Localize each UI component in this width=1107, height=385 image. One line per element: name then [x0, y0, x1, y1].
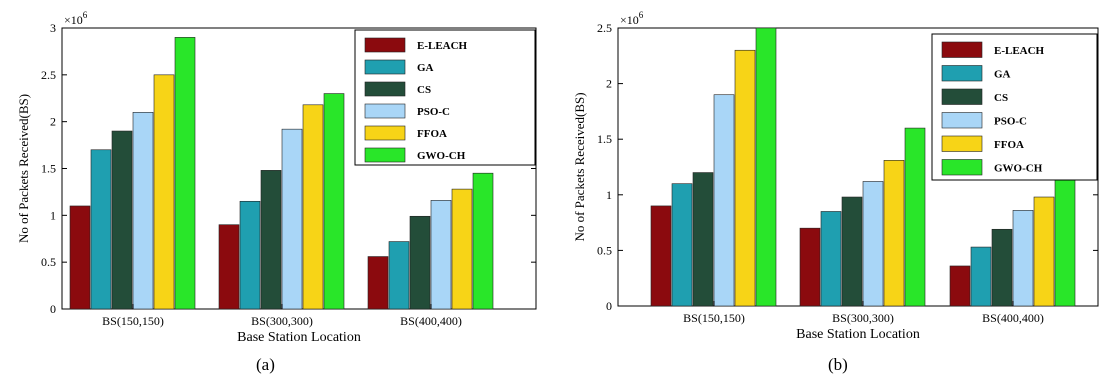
bar-e-leach-a	[367, 256, 389, 310]
legend-label-pso-c-b: PSO-C	[994, 115, 1027, 127]
legend-swatch-e-leach-b	[941, 41, 983, 58]
bar-ga-b	[970, 246, 992, 307]
legend-label-e-leach-a: E-LEACH	[417, 40, 468, 52]
x-axis-label-b: Base Station Location	[796, 327, 920, 342]
y-axis-label-a: No of Packets Received(BS)	[16, 94, 31, 243]
bar-cs-a	[111, 130, 133, 310]
bar-pso-c-b	[1012, 210, 1034, 307]
bar-ga-b	[671, 183, 693, 307]
legend-label-gwo-ch-a: GWO-CH	[417, 150, 466, 162]
legend-swatch-pso-c-a	[364, 103, 406, 119]
y-tick-label-a: 2.5	[41, 68, 56, 82]
bar-gwo-ch-b	[1054, 166, 1076, 307]
y-tick-label-a: 2	[50, 115, 56, 129]
legend-a: E-LEACH GA CS PSO-C FFOA GWO-CH	[354, 29, 536, 166]
bar-gwo-ch-a	[174, 37, 196, 310]
bar-cs-b	[991, 228, 1013, 307]
legend-swatch-cs-b	[941, 88, 983, 105]
bar-e-leach-b	[799, 227, 821, 307]
x-axis-label-a: Base Station Location	[237, 330, 361, 345]
legend-swatch-gwo-ch-b	[941, 159, 983, 176]
y-exponent-power-a: 6	[83, 10, 88, 20]
legend-swatch-ga-a	[364, 59, 406, 75]
x-tick-label-b: BS(150,150)	[683, 311, 745, 325]
y-tick-label-b: 0	[606, 299, 612, 313]
bar-gwo-ch-b	[904, 127, 926, 307]
bar-ffoa-a	[302, 104, 324, 310]
bar-cs-b	[841, 196, 863, 307]
legend-label-cs-a: CS	[417, 84, 431, 96]
bar-cs-a	[260, 170, 282, 310]
legend-label-pso-c-a: PSO-C	[417, 106, 450, 118]
legend-label-ga-a: GA	[417, 62, 434, 74]
bar-pso-c-b	[713, 94, 735, 307]
legend-label-gwo-ch-b: GWO-CH	[994, 162, 1043, 174]
y-tick-label-b: 2.5	[597, 21, 612, 35]
bar-pso-c-a	[132, 112, 154, 310]
bar-ffoa-a	[153, 74, 175, 310]
legend-swatch-gwo-ch-a	[364, 147, 406, 163]
chart-panel-a: 0 0.5 1 1.5 2 2.5 3 ×106 BS(150,150) BS(300,300) B…	[0, 0, 545, 385]
bar-ga-a	[388, 241, 410, 310]
bar-pso-c-a	[430, 200, 452, 310]
bar-gwo-ch-a	[323, 93, 345, 310]
y-exponent-label-a: ×106	[64, 10, 88, 27]
bar-pso-c-b	[862, 181, 884, 307]
bar-ga-a	[90, 149, 112, 310]
y-tick-label-a: 1	[50, 208, 56, 222]
y-tick-label-a: 3	[50, 21, 56, 35]
legend-b: E-LEACH GA CS PSO-C FFOA GWO-CH	[931, 33, 1098, 181]
caption-b: (b)	[828, 355, 848, 374]
y-axis-label-b: No of Packets Received(BS)	[572, 92, 587, 241]
legend-swatch-pso-c-b	[941, 112, 983, 129]
chart-panel-b: 0 0.5 1 1.5 2 2.5 ×106 BS(150,150) BS(300,300) BS…	[560, 0, 1107, 385]
y-tick-label-a: 1.5	[41, 162, 56, 176]
legend-box-b	[931, 33, 1098, 181]
bar-ga-a	[239, 200, 261, 310]
y-exponent-power-b: 6	[639, 10, 644, 20]
bar-cs-b	[692, 172, 714, 307]
bar-e-leach-b	[949, 265, 971, 307]
x-tick-label-b: BS(300,300)	[832, 311, 894, 325]
bar-chart-b: 0 0.5 1 1.5 2 2.5 ×106 BS(150,150) BS(300,300) BS…	[572, 10, 1099, 342]
legend-box-a	[354, 29, 536, 166]
y-tick-label-a: 0	[50, 302, 56, 316]
legend-label-ga-b: GA	[994, 68, 1011, 80]
y-tick-label-a: 0.5	[41, 255, 56, 269]
legend-label-cs-b: CS	[994, 92, 1008, 104]
y-exponent-label-b: ×106	[620, 10, 644, 27]
bar-chart-a: 0 0.5 1 1.5 2 2.5 3 ×106 BS(150,150) BS(300,300) B…	[16, 10, 537, 345]
legend-swatch-ffoa-a	[364, 125, 406, 141]
y-tick-label-b: 1.5	[597, 132, 612, 146]
legend-swatch-ga-b	[941, 65, 983, 82]
y-tick-label-b: 1	[606, 188, 612, 202]
bar-ffoa-a	[451, 188, 473, 310]
bar-ga-b	[820, 211, 842, 307]
x-tick-label-a: BS(300,300)	[251, 314, 313, 328]
bar-ffoa-b	[883, 160, 905, 307]
x-tick-label-a: BS(150,150)	[102, 314, 164, 328]
x-tick-label-b: BS(400,400)	[982, 311, 1044, 325]
y-tick-label-b: 2	[606, 77, 612, 91]
bar-cs-a	[409, 215, 431, 310]
caption-a: (a)	[256, 355, 275, 374]
legend-swatch-ffoa-b	[941, 135, 983, 152]
bar-ffoa-b	[1033, 196, 1055, 307]
legend-label-ffoa-b: FFOA	[994, 139, 1024, 151]
legend-label-e-leach-b: E-LEACH	[994, 45, 1045, 57]
legend-swatch-e-leach-a	[364, 37, 406, 53]
bar-gwo-ch-a	[472, 172, 494, 310]
bar-e-leach-b	[650, 205, 672, 307]
bar-ffoa-b	[734, 49, 756, 307]
legend-swatch-cs-a	[364, 81, 406, 97]
y-tick-label-b: 0.5	[597, 243, 612, 257]
bar-e-leach-a	[69, 205, 91, 310]
bar-e-leach-a	[218, 224, 240, 310]
x-tick-label-a: BS(400,400)	[400, 314, 462, 328]
bar-gwo-ch-b	[755, 27, 777, 307]
legend-label-ffoa-a: FFOA	[417, 128, 447, 140]
bar-pso-c-a	[281, 128, 303, 310]
